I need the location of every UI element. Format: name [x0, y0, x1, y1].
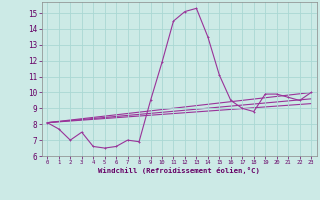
X-axis label: Windchill (Refroidissement éolien,°C): Windchill (Refroidissement éolien,°C)	[98, 167, 260, 174]
